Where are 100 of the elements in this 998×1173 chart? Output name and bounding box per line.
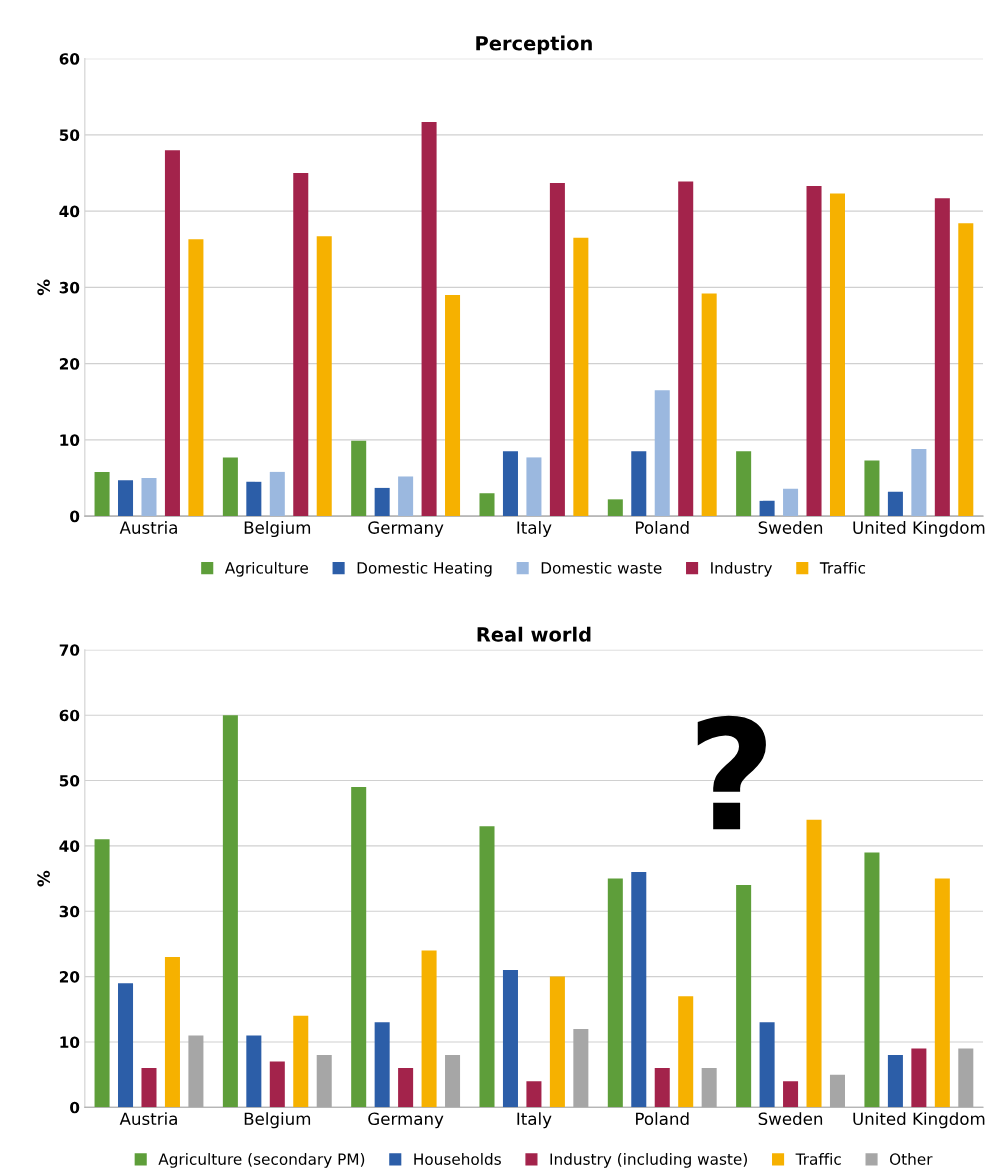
bar bbox=[887, 1055, 903, 1108]
bar bbox=[549, 182, 565, 517]
bar bbox=[806, 185, 822, 517]
bar bbox=[188, 239, 204, 517]
y-tick-label: 70 bbox=[59, 644, 80, 656]
legend-label: Traffic bbox=[795, 1153, 841, 1165]
x-tick-label: Sweden bbox=[758, 520, 823, 534]
bar bbox=[374, 1022, 390, 1108]
x-tick-label: Poland bbox=[636, 1112, 689, 1126]
bar bbox=[164, 957, 180, 1108]
bar bbox=[502, 970, 518, 1108]
y-tick-label: 50 bbox=[59, 129, 80, 141]
y-tick-label: 60 bbox=[59, 53, 80, 65]
x-tick-label: Italy bbox=[517, 1112, 552, 1129]
bar bbox=[934, 198, 950, 517]
bar bbox=[374, 487, 390, 517]
bar bbox=[316, 236, 332, 517]
legend-label: Traffic bbox=[819, 561, 866, 574]
bar bbox=[631, 451, 647, 517]
bar bbox=[864, 852, 880, 1108]
bar bbox=[911, 1048, 927, 1108]
bar bbox=[736, 885, 752, 1108]
x-tick-label: Sweden bbox=[758, 1112, 823, 1126]
bar bbox=[631, 872, 647, 1108]
legend-label: Other bbox=[889, 1153, 933, 1165]
bar bbox=[398, 476, 414, 517]
bar bbox=[759, 500, 775, 517]
legend-label: Agriculture bbox=[224, 561, 308, 577]
legend-label: Domestic waste bbox=[541, 561, 662, 574]
bar bbox=[887, 491, 903, 517]
bar bbox=[783, 488, 799, 517]
legend-label: Households bbox=[414, 1153, 501, 1165]
legend-label: Agriculture (secondary PM) bbox=[158, 1153, 365, 1168]
bar bbox=[549, 976, 565, 1108]
bar bbox=[141, 1068, 157, 1108]
x-tick-label: United Kingdom bbox=[853, 520, 985, 538]
bar bbox=[759, 1022, 775, 1108]
bar bbox=[479, 493, 495, 517]
y-tick-label: 60 bbox=[59, 709, 80, 722]
bar bbox=[958, 223, 974, 517]
bar bbox=[864, 460, 880, 517]
bar bbox=[911, 449, 927, 517]
bar bbox=[479, 826, 495, 1108]
bar bbox=[222, 457, 238, 517]
x-tick-label: Belgium bbox=[244, 520, 311, 538]
x-tick-label: Belgium bbox=[244, 1112, 311, 1129]
bar bbox=[654, 1068, 670, 1108]
y-tick-label: 20 bbox=[59, 358, 80, 370]
legend-label: Domestic Heating bbox=[357, 561, 492, 577]
bar bbox=[269, 1061, 285, 1108]
bar bbox=[398, 1068, 414, 1108]
bar bbox=[246, 1035, 262, 1108]
bar bbox=[573, 237, 589, 517]
bar bbox=[141, 478, 157, 517]
y-tick-label: 30 bbox=[59, 281, 80, 294]
x-tick-label: Italy bbox=[517, 520, 552, 538]
bar bbox=[421, 950, 437, 1108]
bar bbox=[607, 499, 623, 517]
x-tick-label: Germany bbox=[368, 521, 444, 538]
bar bbox=[118, 983, 134, 1108]
x-tick-label: Poland bbox=[636, 520, 689, 534]
y-tick-label: 40 bbox=[59, 840, 80, 852]
y-tick-label: 0 bbox=[70, 1101, 80, 1114]
y-tick-label: 20 bbox=[59, 971, 80, 983]
bar bbox=[118, 480, 134, 517]
bar bbox=[934, 878, 950, 1108]
bar bbox=[526, 457, 542, 517]
bar bbox=[445, 295, 461, 517]
bar bbox=[654, 390, 670, 517]
y-tick-label: 50 bbox=[59, 775, 80, 787]
legend-label: Industry (including waste) bbox=[550, 1153, 747, 1168]
bar bbox=[94, 471, 110, 517]
bar bbox=[607, 878, 623, 1108]
bar bbox=[678, 181, 694, 517]
chart-title: Perception bbox=[476, 35, 592, 55]
y-axis-title: % bbox=[37, 870, 50, 887]
bar bbox=[351, 787, 367, 1108]
y-tick-label: 10 bbox=[60, 1036, 80, 1048]
bar bbox=[269, 471, 285, 517]
chart-title: Real world bbox=[477, 626, 591, 642]
bar bbox=[701, 293, 717, 517]
y-tick-label: 40 bbox=[59, 205, 80, 218]
bar bbox=[246, 481, 262, 517]
bar bbox=[421, 121, 437, 517]
bar bbox=[736, 451, 752, 517]
bar bbox=[783, 1081, 799, 1108]
legend-label: Industry bbox=[711, 561, 773, 577]
y-axis-title: % bbox=[37, 279, 50, 296]
y-tick-label: 10 bbox=[60, 434, 80, 446]
y-tick-label: 0 bbox=[70, 510, 80, 523]
bar bbox=[351, 440, 367, 517]
bar bbox=[164, 150, 180, 517]
bar bbox=[293, 1015, 309, 1108]
bar bbox=[293, 173, 309, 517]
x-tick-label: United Kingdom bbox=[853, 1112, 985, 1129]
bar bbox=[222, 715, 238, 1108]
x-tick-label: Austria bbox=[119, 520, 177, 534]
bar bbox=[94, 839, 110, 1108]
y-tick-label: 30 bbox=[59, 905, 80, 918]
bar bbox=[526, 1081, 542, 1108]
